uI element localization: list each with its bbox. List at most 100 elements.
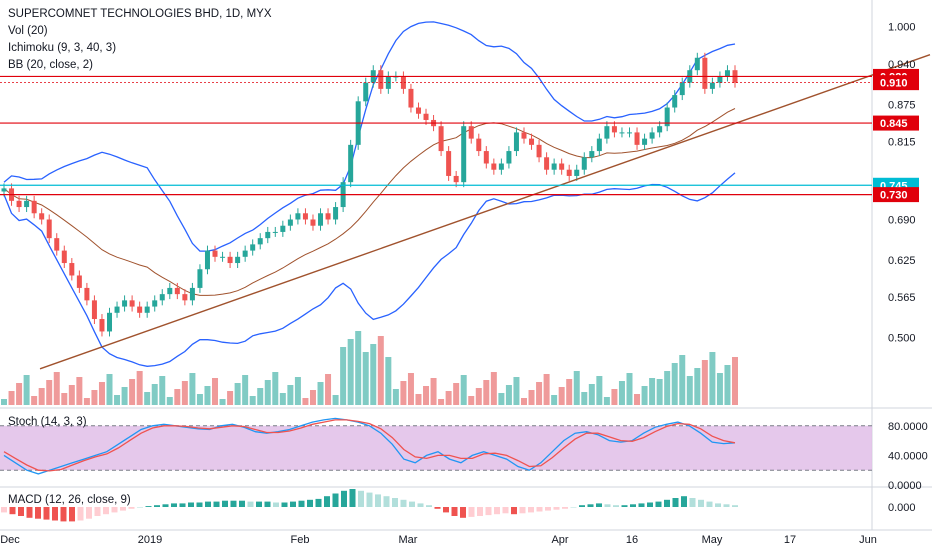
volume-bar [144, 392, 151, 405]
symbol-title: SUPERCOMNET TECHNOLOGIES BHD, 1D, MYX [8, 8, 272, 20]
volume-bar [83, 398, 90, 405]
candle [483, 151, 489, 164]
volume-bar [219, 399, 226, 405]
time-tick: Mar [399, 534, 418, 546]
volume-bar [38, 388, 45, 405]
level-tag [873, 187, 919, 203]
volume-bar [114, 395, 121, 405]
volume-bar [641, 386, 648, 405]
macd-bar [732, 505, 738, 507]
candle [182, 294, 188, 301]
volume-bar [16, 383, 23, 405]
ichimoku-legend: Ichimoku (9, 3, 40, 3) [8, 42, 117, 54]
level-tag [873, 115, 919, 131]
macd-bar [417, 503, 424, 507]
macd-bar [35, 507, 41, 519]
macd-bar [604, 504, 611, 507]
macd-bar [111, 507, 118, 513]
volume-bar [551, 395, 558, 405]
candle [491, 163, 497, 170]
volume-bar [453, 383, 460, 405]
volume-bar [309, 390, 316, 405]
macd-bar [281, 502, 288, 507]
volume-bar [528, 390, 535, 405]
candle [174, 287, 180, 295]
macd-bar [128, 507, 135, 509]
candle [649, 132, 655, 139]
macd-bar [409, 501, 415, 507]
macd-bar [426, 505, 432, 507]
macd-bar [213, 501, 220, 507]
volume-bar [53, 372, 60, 405]
candle [302, 213, 308, 220]
macd-bar [154, 505, 160, 507]
candle [84, 287, 90, 301]
volume-bar [686, 376, 693, 405]
macd-bar [375, 494, 381, 507]
volume-bar [716, 373, 723, 405]
candle [325, 213, 331, 220]
candle [310, 219, 316, 226]
macd-bar [468, 507, 475, 517]
candle [513, 132, 519, 152]
volume-bar [227, 391, 234, 405]
volume-bar [671, 363, 678, 405]
volume-bar [377, 336, 384, 405]
volume-bar [332, 395, 339, 405]
macd-bar [451, 507, 458, 516]
volume-bar [694, 368, 701, 405]
candle [348, 144, 354, 183]
candle [76, 275, 82, 288]
candle [114, 306, 120, 313]
price-tick: 0.875 [888, 99, 916, 111]
volume-bar [385, 357, 392, 405]
macd-bar [179, 503, 186, 507]
time-tick: 16 [626, 534, 638, 546]
bb-basis [3, 108, 736, 296]
stoch-d-line [3, 419, 736, 472]
candle [333, 207, 339, 220]
volume-bar [8, 391, 15, 405]
candle [129, 300, 135, 307]
volume-bar [581, 392, 588, 405]
candle [408, 88, 414, 108]
candle [717, 76, 723, 83]
volume-bar [445, 391, 452, 405]
macd-bar [511, 507, 517, 515]
candle [250, 244, 256, 251]
macd-bar [672, 498, 679, 507]
stoch-panel [0, 417, 872, 475]
macd-bar [52, 507, 58, 521]
volume-bar [166, 397, 173, 405]
candle [461, 126, 467, 183]
candle [378, 70, 384, 89]
volume-bar [573, 371, 580, 405]
macd-bar [43, 507, 50, 520]
candle [626, 132, 632, 134]
time-axis: Dec 2019 Feb Mar Apr 16 May 17 Jun [0, 534, 877, 546]
volume-bar [46, 380, 53, 405]
macd-bar [145, 506, 152, 507]
macd-bar [196, 502, 203, 507]
volume-bar [362, 352, 369, 405]
volume-bar [498, 393, 505, 405]
macd-bar [596, 503, 602, 507]
macd-bar [60, 507, 67, 522]
macd-bar [366, 492, 373, 507]
macd-bar [120, 507, 126, 511]
macd-bar [621, 505, 628, 507]
macd-bar [553, 507, 560, 510]
volume-bar [189, 373, 196, 405]
candle [265, 231, 271, 239]
volume-bar [649, 378, 656, 405]
volume-bar [392, 389, 399, 405]
candle [318, 213, 324, 226]
candle [69, 263, 75, 276]
macd-bar [349, 489, 356, 507]
candle [31, 200, 37, 214]
volume-bar [181, 381, 188, 405]
candle [46, 219, 52, 239]
candle [619, 132, 625, 134]
price-tick: 0.625 [888, 255, 916, 267]
candle [61, 250, 67, 264]
